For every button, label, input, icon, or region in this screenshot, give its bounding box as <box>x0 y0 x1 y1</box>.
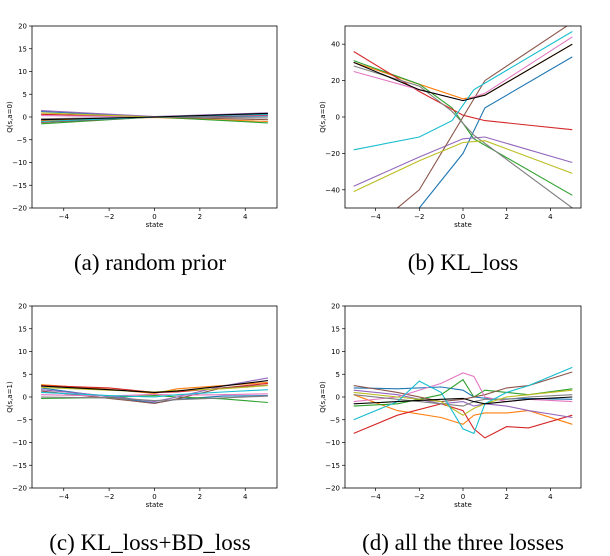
y-tick-label: 10 <box>331 348 340 356</box>
y-tick-label: −10 <box>12 159 27 167</box>
series-line-8 <box>353 140 573 193</box>
series-line-7 <box>353 65 573 208</box>
y-tick-label: 0 <box>23 114 27 122</box>
series-group <box>41 377 268 404</box>
x-tick-label: 0 <box>461 493 465 501</box>
panel-caption: (c) KL_loss+BD_loss <box>49 530 250 555</box>
x-axis-label: state <box>146 221 164 229</box>
panel-caption: (d) all the three losses <box>362 530 564 555</box>
y-tick-label: −15 <box>12 182 27 190</box>
x-axis-label: state <box>454 221 472 229</box>
x-tick-label: 4 <box>548 213 553 221</box>
series-line-3 <box>353 403 573 439</box>
series-line-0 <box>418 56 573 208</box>
panel-caption: (a) random prior <box>74 250 226 275</box>
y-tick-label: −20 <box>12 485 27 493</box>
series-line-1 <box>353 394 573 425</box>
series-line-10 <box>353 396 573 405</box>
x-tick-label: 2 <box>504 493 508 501</box>
x-tick-label: 4 <box>548 493 553 501</box>
x-tick-label: −4 <box>59 213 70 221</box>
series-line-6 <box>41 393 268 397</box>
series-line-3 <box>353 51 573 131</box>
x-tick-label: −2 <box>104 213 114 221</box>
y-tick-label: 5 <box>23 91 27 99</box>
x-axis-label: state <box>146 501 164 509</box>
x-tick-label: 4 <box>243 213 248 221</box>
y-tick-label: 15 <box>18 45 27 53</box>
y-tick-label: −5 <box>17 416 27 424</box>
y-tick-label: 10 <box>18 68 27 76</box>
series-line-4 <box>353 136 573 187</box>
y-tick-label: 15 <box>18 325 27 333</box>
series-line-6 <box>353 372 573 403</box>
series-line-9 <box>353 31 573 151</box>
y-tick-label: −10 <box>325 439 340 447</box>
y-tick-label: −20 <box>325 150 340 158</box>
series-line-2 <box>353 60 573 196</box>
x-tick-label: −4 <box>370 213 381 221</box>
series-line-7 <box>41 395 268 402</box>
y-tick-label: −40 <box>325 186 340 194</box>
x-tick-label: 2 <box>198 213 202 221</box>
series-line-5 <box>353 371 573 403</box>
series-line-10 <box>41 380 268 393</box>
series-line-9 <box>41 389 268 398</box>
x-tick-label: −2 <box>414 213 424 221</box>
x-tick-label: 4 <box>243 493 248 501</box>
x-tick-label: −4 <box>370 493 381 501</box>
y-tick-label: 20 <box>18 23 27 31</box>
series-line-10 <box>41 112 268 121</box>
y-tick-label: −15 <box>12 462 27 470</box>
x-tick-label: −2 <box>414 493 424 501</box>
series-group <box>41 110 268 125</box>
x-tick-label: 0 <box>152 213 156 221</box>
y-tick-label: −5 <box>17 136 27 144</box>
y-tick-label: 15 <box>331 325 340 333</box>
y-axis-label: Q(s,a=0) <box>319 101 327 133</box>
series-line-5 <box>396 26 568 208</box>
x-tick-label: −4 <box>59 493 70 501</box>
panel-caption: (b) KL_loss <box>408 250 519 275</box>
y-tick-label: −10 <box>12 439 27 447</box>
y-tick-label: 0 <box>23 394 27 402</box>
x-tick-label: −2 <box>104 493 114 501</box>
y-tick-label: 0 <box>336 394 340 402</box>
series-group <box>353 26 573 208</box>
y-tick-label: 0 <box>336 114 340 122</box>
y-tick-label: 20 <box>331 77 340 85</box>
series-group <box>353 366 573 439</box>
x-tick-label: 2 <box>198 493 202 501</box>
y-tick-label: 40 <box>331 41 340 49</box>
x-tick-label: 2 <box>504 213 508 221</box>
x-tick-label: 0 <box>152 493 156 501</box>
y-tick-label: 10 <box>18 348 27 356</box>
y-axis-label: Q(s,a=1) <box>6 381 14 413</box>
y-tick-label: −20 <box>12 205 27 213</box>
y-tick-label: 5 <box>336 371 340 379</box>
y-tick-label: −5 <box>330 416 340 424</box>
y-axis-label: Q(s,a=0) <box>6 101 14 133</box>
series-line-6 <box>353 36 573 102</box>
series-line-10 <box>353 43 573 102</box>
series-line-9 <box>353 366 573 435</box>
y-tick-label: −20 <box>325 485 340 493</box>
series-line-8 <box>353 389 573 416</box>
y-tick-label: 20 <box>331 303 340 311</box>
series-line-4 <box>353 389 573 419</box>
series-line-5 <box>41 384 268 404</box>
y-tick-label: 20 <box>18 303 27 311</box>
y-tick-label: −15 <box>325 462 340 470</box>
y-axis-label: Q(s,a=0) <box>319 381 327 413</box>
x-axis-label: state <box>454 501 472 509</box>
series-line-0 <box>353 386 573 400</box>
x-tick-label: 0 <box>461 213 465 221</box>
y-tick-label: 5 <box>23 371 27 379</box>
